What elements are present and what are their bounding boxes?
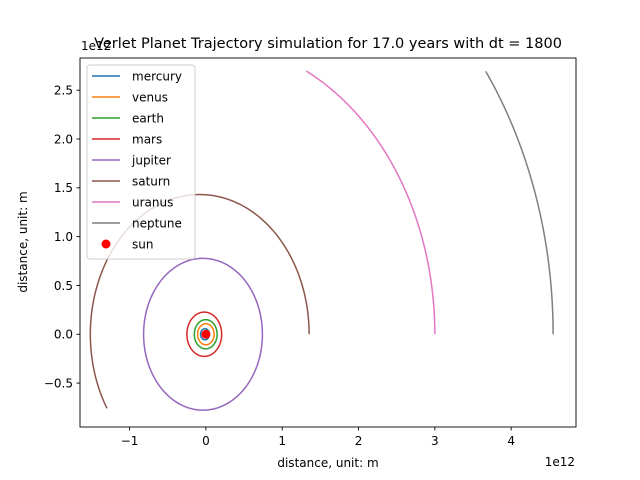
- x-tick-label: 4: [507, 434, 515, 448]
- legend-label-uranus: uranus: [132, 196, 173, 210]
- series-line-venus: [196, 322, 215, 346]
- legend: mercury venus earth mars jupiter saturn uranus…: [86, 64, 196, 260]
- legend-label-mars: mars: [132, 133, 162, 147]
- y-tick-label: 1.0: [54, 230, 73, 244]
- legend-label-saturn: saturn: [132, 175, 170, 189]
- series-line-uranus: [305, 70, 436, 335]
- y-tick-label: −0.5: [44, 376, 73, 390]
- series-line-earth: [193, 318, 218, 350]
- y-tick-label: 2.5: [54, 84, 73, 98]
- chart-title: Verlet Planet Trajectory simulation for …: [94, 36, 562, 52]
- y-axis-ticks: −0.5 0.0 0.5 1.0 1.5 2.0 2.5: [44, 84, 80, 390]
- y-offset-text: 1e12: [81, 39, 111, 53]
- series-line-mercury: [199, 327, 211, 341]
- legend-box: [86, 64, 196, 260]
- legend-label-earth: earth: [132, 112, 164, 126]
- y-tick-label: 1.5: [54, 181, 73, 195]
- x-axis-label: distance, unit: m: [277, 456, 378, 470]
- point-layer: [201, 329, 211, 339]
- legend-label-sun: sun: [132, 238, 153, 252]
- x-tick-label: 2: [355, 434, 363, 448]
- x-offset-text: 1e12: [545, 455, 575, 469]
- x-tick-label: 3: [431, 434, 439, 448]
- legend-label-jupiter: jupiter: [131, 154, 171, 168]
- legend-swatch-sun: [101, 239, 111, 249]
- series-line-jupiter: [142, 257, 264, 411]
- series-line-mars: [186, 311, 223, 358]
- x-tick-label: 0: [202, 434, 210, 448]
- x-axis-ticks: −1 0 1 2 3 4: [121, 427, 515, 448]
- series-line-neptune: [485, 70, 554, 335]
- legend-label-mercury: mercury: [132, 70, 182, 84]
- point-sun: [201, 329, 211, 339]
- x-tick-label: 1: [278, 434, 286, 448]
- y-tick-label: 2.0: [54, 132, 73, 146]
- y-tick-label: 0.0: [54, 328, 73, 342]
- plot-area-frame: [79, 57, 577, 428]
- x-tick-label: −1: [121, 434, 139, 448]
- y-tick-label: 0.5: [54, 279, 73, 293]
- legend-label-neptune: neptune: [132, 217, 182, 231]
- y-axis-label: distance, unit: m: [16, 191, 30, 292]
- legend-label-venus: venus: [132, 91, 168, 105]
